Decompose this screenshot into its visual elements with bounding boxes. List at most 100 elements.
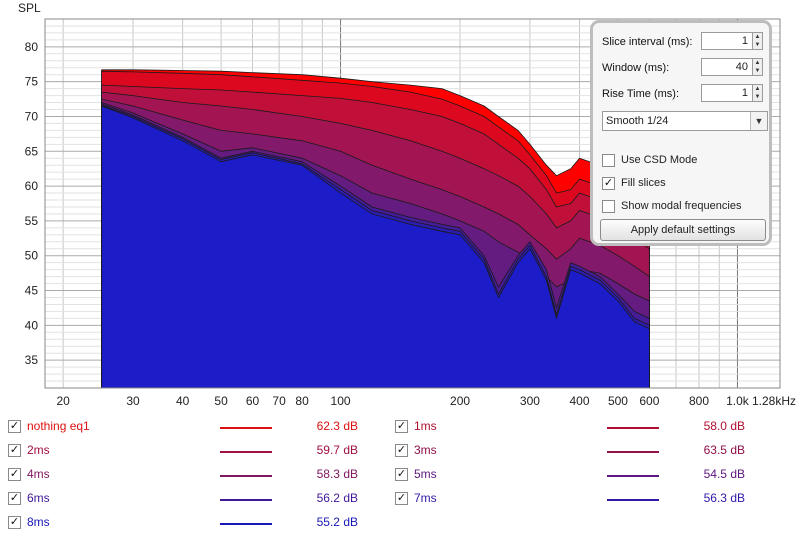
use-csd-mode-label: Use CSD Mode [621,154,698,166]
x-tick-label: 80 [295,394,309,408]
legend-item: ✓ 4ms 58.3 dB [0,465,800,485]
legend-checkbox[interactable]: ✓ [8,444,21,457]
x-tick-label: 70 [272,394,286,408]
y-axis-label: SPL [18,1,41,15]
fill-slices-option[interactable]: ✓ Fill slices [602,174,666,192]
x-tick-label: 1.28kHz [752,394,796,408]
show-modal-checkbox[interactable] [602,199,615,213]
y-tick-label: 55 [25,214,39,228]
legend-name: 7ms [414,491,437,505]
legend-line [220,451,272,453]
x-tick-label: 800 [689,394,709,408]
x-tick-label: 600 [639,394,659,408]
x-tick-label: 40 [176,394,190,408]
rise-time-spinner[interactable]: 1 ▲ ▼ [701,84,763,104]
x-tick-label: 50 [214,394,228,408]
csd-waterfall-chart: SPL 35 40 45 50 55 60 65 70 75 80 20 30 40 50 60 70 80 1… [18,1,796,408]
plot-frame [44,18,781,389]
y-tick-label: 50 [25,249,39,263]
y-tick-label: 40 [25,318,39,332]
legend-checkbox[interactable]: ✓ [395,468,408,481]
spin-up-icon[interactable]: ▲ [754,34,761,40]
slice-interval-input[interactable]: 1 [701,32,753,50]
legend-item: ✓ 8ms 55.2 dB [0,513,800,533]
legend-value: 63.5 dB [703,443,745,457]
legend-name: 1ms [414,419,437,433]
legend-value: 55.2 dB [316,515,358,529]
x-tick-label: 20 [56,394,70,408]
y-tick-label: 65 [25,144,39,158]
legend-checkbox[interactable]: ✓ [8,468,21,481]
spin-down-icon[interactable]: ▼ [754,94,761,100]
settings-panel: Slice interval (ms): 1 ▲ ▼ Window (ms): … [590,20,772,246]
window-spinner[interactable]: 40 ▲ ▼ [701,58,763,78]
legend-checkbox[interactable]: ✓ [8,420,21,433]
y-tick-label: 70 [25,109,39,123]
spin-up-icon[interactable]: ▲ [754,60,761,66]
y-tick-label: 80 [25,40,39,54]
legend-checkbox[interactable]: ✓ [8,516,21,529]
legend-line [607,451,659,453]
y-tick-label: 60 [25,179,39,193]
legend-line [220,499,272,501]
legend-line [607,499,659,501]
legend-checkbox[interactable]: ✓ [395,444,408,457]
window-label: Window (ms): [602,62,670,74]
smoothing-value: Smooth 1/24 [606,115,669,127]
legend-line [220,427,272,429]
x-tick-labels: 20 30 40 50 60 70 80 100 200 300 400 500 600 800 1.0k 1… [56,394,796,408]
legend-item: ✓ nothing eq1 62.3 dB [0,417,800,437]
x-tick-label: 100 [331,394,351,408]
show-modal-option[interactable]: Show modal frequencies [602,197,741,215]
y-tick-labels: 35 40 45 50 55 60 65 70 75 80 [25,40,39,367]
slices [101,69,650,389]
use-csd-mode-option[interactable]: Use CSD Mode [602,151,697,169]
dropdown-arrow-icon[interactable]: ▼ [750,112,767,130]
legend-line [607,475,659,477]
legend-name: 2ms [27,443,50,457]
y-tick-label: 45 [25,284,39,298]
apply-default-settings-button[interactable]: Apply default settings [600,219,766,241]
legend-name: 3ms [414,443,437,457]
show-modal-label: Show modal frequencies [621,200,742,212]
x-tick-label: 1.0k [726,394,750,408]
x-tick-label: 60 [246,394,260,408]
smoothing-select[interactable]: Smooth 1/24 ▼ [602,111,768,131]
window-input[interactable]: 40 [701,58,753,76]
x-tick-label: 400 [569,394,589,408]
slice-interval-row: Slice interval (ms): 1 ▲ ▼ [602,31,763,53]
legend-value: 58.3 dB [316,467,358,481]
use-csd-mode-checkbox[interactable] [602,153,615,167]
legend-value: 54.5 dB [703,467,745,481]
rise-time-row: Rise Time (ms): 1 ▲ ▼ [602,83,763,105]
spin-down-icon[interactable]: ▼ [754,68,761,74]
legend-name: 4ms [27,467,50,481]
legend-checkbox[interactable]: ✓ [395,492,408,505]
window-row: Window (ms): 40 ▲ ▼ [602,57,763,79]
rise-time-input[interactable]: 1 [701,84,753,102]
legend-item: ✓ 2ms 59.7 dB [0,441,800,461]
legend-item: ✓ 7ms 56.3 dB [0,489,800,509]
legend-item: ✓ 5ms 54.5 dB [0,465,800,485]
legend-value: 62.3 dB [316,419,358,433]
slice-8ms [101,105,650,389]
legend-value: 59.7 dB [316,443,358,457]
x-tick-label: 30 [126,394,140,408]
legend-name: 5ms [414,467,437,481]
rise-time-label: Rise Time (ms): [602,88,679,100]
x-tick-label: 200 [450,394,470,408]
y-tick-label: 35 [25,353,39,367]
legend-checkbox[interactable]: ✓ [8,492,21,505]
legend-name: nothing eq1 [27,419,90,433]
legend-item: ✓ 1ms 58.0 dB [0,417,800,437]
slice-interval-spinner[interactable]: 1 ▲ ▼ [701,32,763,52]
fill-slices-label: Fill slices [621,177,666,189]
fill-slices-checkbox[interactable]: ✓ [602,176,615,190]
legend-name: 6ms [27,491,50,505]
legend-checkbox[interactable]: ✓ [395,420,408,433]
spin-down-icon[interactable]: ▼ [754,42,761,48]
legend-name: 8ms [27,515,50,529]
legend-item: ✓ 6ms 56.2 dB [0,489,800,509]
spin-up-icon[interactable]: ▲ [754,86,761,92]
y-tick-label: 75 [25,75,39,89]
